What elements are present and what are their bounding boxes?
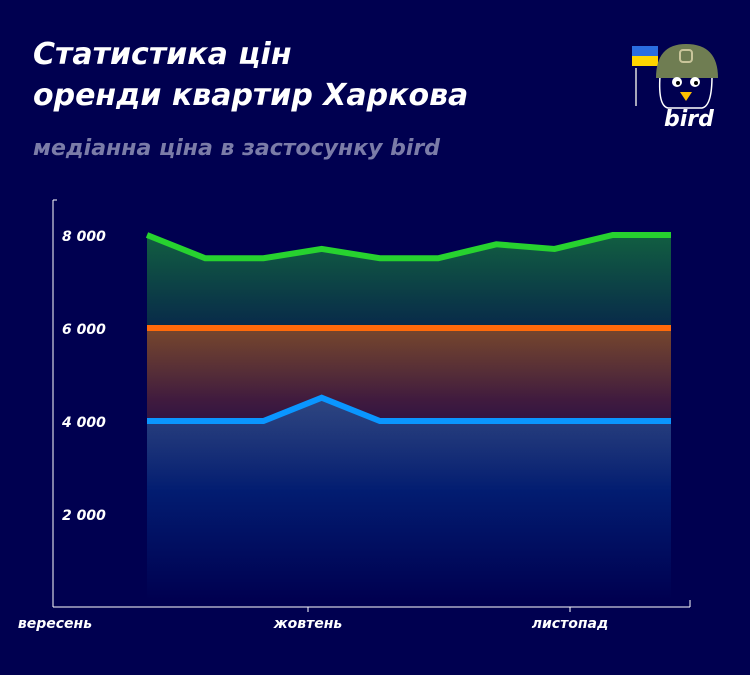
y-tick-label: 8 000 — [62, 229, 106, 245]
x-tick-label: вересень — [18, 616, 92, 632]
y-tick-label: 2 000 — [62, 508, 106, 524]
title-line-2: оренди квартир Харкова — [33, 78, 469, 113]
x-tick-label: жовтень — [273, 616, 343, 632]
series-line-2 — [147, 394, 671, 424]
bird-logo-icon — [632, 44, 718, 109]
title-line-1: Статистика цін — [33, 37, 292, 72]
series-area-2 — [147, 397, 671, 600]
x-tick-label: листопад — [532, 616, 609, 632]
y-tick-label: 4 000 — [61, 415, 106, 431]
series-line-0 — [145, 232, 671, 262]
logo-text: bird — [664, 107, 714, 132]
y-tick-label: 6 000 — [62, 322, 106, 338]
subtitle: медіанна ціна в застосунку bird — [33, 136, 441, 161]
page-title: Статистика цін оренди квартир Харкова — [33, 34, 468, 116]
